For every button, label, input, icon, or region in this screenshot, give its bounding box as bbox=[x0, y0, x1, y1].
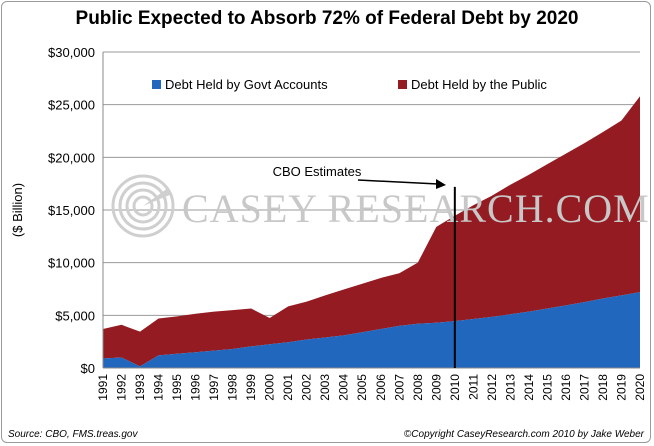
x-tick-label: 2014 bbox=[522, 374, 536, 401]
y-tick-label: $5,000 bbox=[55, 308, 95, 323]
y-tick-label: $25,000 bbox=[48, 98, 95, 113]
watermark-text: CASEY RESEARCH.COM bbox=[182, 186, 650, 231]
x-tick-label: 2012 bbox=[485, 374, 499, 401]
source-note: Source: CBO, FMS.treas.gov bbox=[8, 429, 138, 440]
x-tick-label: 2010 bbox=[448, 374, 462, 401]
x-tick-label: 2019 bbox=[614, 374, 628, 401]
x-tick-label: 2009 bbox=[429, 374, 443, 401]
copyright-note: ©Copyright CaseyResearch.com 2010 by Jak… bbox=[403, 429, 644, 440]
y-tick-label: $20,000 bbox=[48, 150, 95, 165]
x-tick-label: 2015 bbox=[540, 374, 554, 401]
x-tick-label: 1998 bbox=[226, 374, 240, 401]
x-tick-label: 2017 bbox=[577, 374, 591, 401]
x-tick-label: 2013 bbox=[503, 374, 517, 401]
x-tick-label: 1999 bbox=[244, 374, 258, 401]
x-tick-label: 2000 bbox=[263, 374, 277, 401]
x-tick-label: 1994 bbox=[152, 374, 166, 401]
x-tick-label: 2006 bbox=[374, 374, 388, 401]
x-tick-label: 2002 bbox=[300, 374, 314, 401]
y-tick-label: $30,000 bbox=[48, 45, 95, 60]
x-tick-label: 2020 bbox=[633, 374, 647, 401]
x-tick-label: 2011 bbox=[466, 374, 480, 400]
legend-swatch bbox=[152, 80, 161, 89]
legend-swatch bbox=[398, 80, 407, 89]
annotation-text: CBO Estimates bbox=[273, 164, 362, 179]
y-axis-title: ($ Billion) bbox=[10, 183, 25, 237]
x-tick-label: 2004 bbox=[337, 374, 351, 401]
x-tick-label: 1995 bbox=[170, 374, 184, 401]
x-tick-label: 2008 bbox=[411, 374, 425, 401]
label-layer: $0 $5,000 $10,000 $15,000 $20,000 $25,000 $30,… bbox=[10, 45, 647, 401]
series-area-govt bbox=[103, 292, 640, 368]
annotation-layer: CBO Estimates bbox=[273, 164, 456, 368]
x-tick-label: 1991 bbox=[96, 374, 110, 401]
y-tick-label: $0 bbox=[81, 361, 95, 376]
annotation-arrow-shaft bbox=[357, 179, 439, 185]
x-tick-label: 2005 bbox=[355, 374, 369, 401]
x-tick-label: 2007 bbox=[392, 374, 406, 401]
x-tick-label: 1992 bbox=[115, 374, 129, 401]
x-tick-label: 1997 bbox=[207, 374, 221, 401]
x-tick-label: 2016 bbox=[559, 374, 573, 401]
axis-layer bbox=[102, 52, 640, 369]
casey-logo-mark bbox=[111, 174, 175, 238]
x-tick-label: 2003 bbox=[318, 374, 332, 401]
chart-title: Public Expected to Absorb 72% of Federal… bbox=[75, 8, 579, 29]
x-tick-label: 2001 bbox=[281, 374, 295, 401]
annotation-arrow-head bbox=[436, 179, 446, 189]
watermark: CASEY RESEARCH.COM bbox=[111, 174, 650, 238]
legend-label: Debt Held by Govt Accounts bbox=[165, 77, 328, 92]
area-layer bbox=[103, 96, 640, 368]
x-tick-label: 1993 bbox=[133, 374, 147, 401]
y-tick-label: $15,000 bbox=[48, 203, 95, 218]
legend-label: Debt Held by the Public bbox=[411, 77, 547, 92]
x-tick-label: 2018 bbox=[596, 374, 610, 401]
series-area-public bbox=[103, 96, 640, 367]
legend: Debt Held by Govt Accounts Debt Held by t… bbox=[152, 77, 547, 92]
y-tick-label: $10,000 bbox=[48, 256, 95, 271]
x-tick-label: 1996 bbox=[189, 374, 203, 401]
